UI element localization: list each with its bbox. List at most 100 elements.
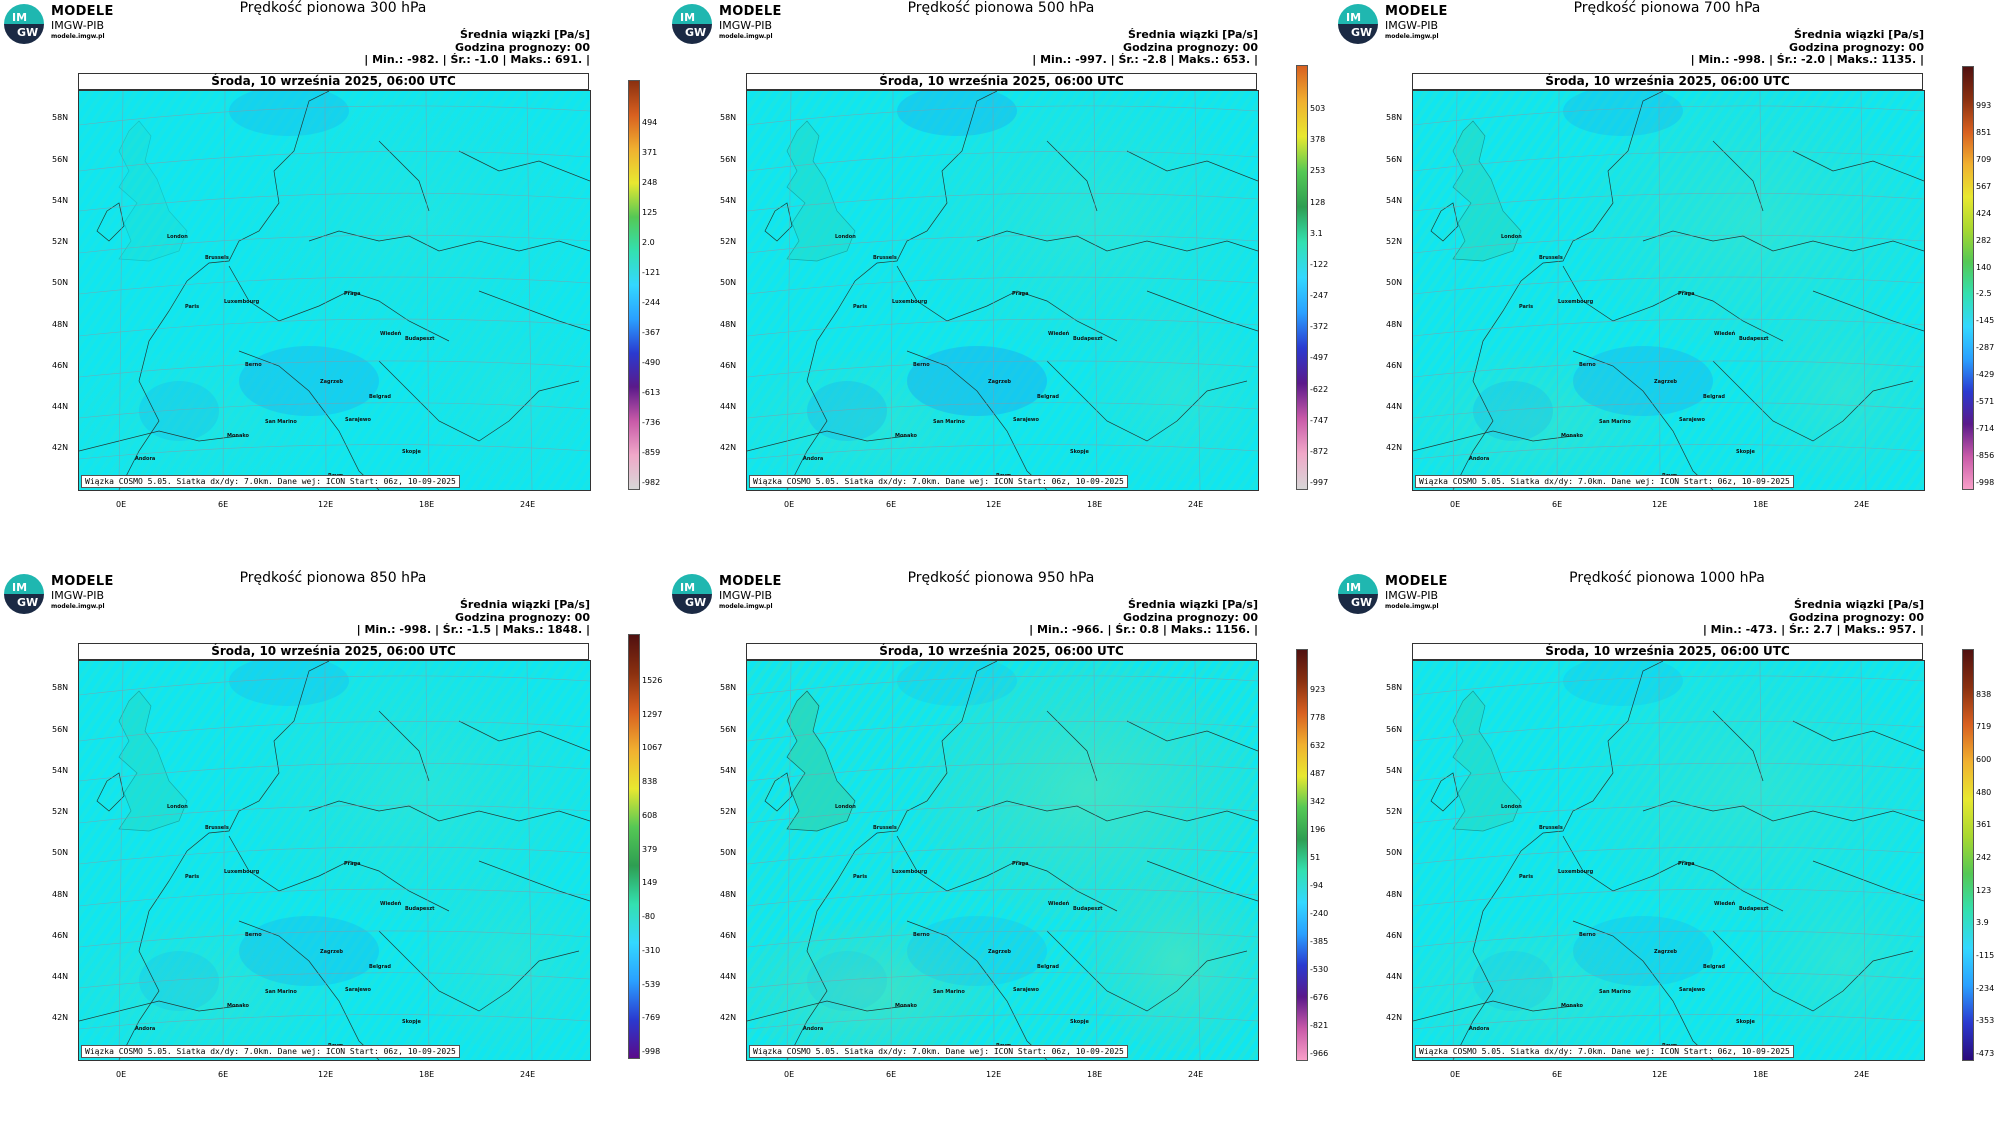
colorbar-tick-label: -530 [1310, 965, 1329, 974]
latitude-label: 48N [1386, 320, 1403, 329]
logo-url: modele.imgw.pl [719, 33, 773, 40]
city-label-wieden: Wiedeń [380, 331, 402, 337]
map-source-note: Wiązka COSMO 5.05. Siatka dx/dy: 7.0km. … [81, 475, 460, 488]
mean-label: Średnia wiązki [Pa/s] [1127, 28, 1258, 41]
logo-subtitle: IMGW-PIB [1385, 19, 1439, 32]
latitude-label: 46N [1386, 361, 1403, 370]
colorbar-tick-label: -571 [1976, 397, 1995, 406]
city-label-sarajewo: Sarajewo [1679, 417, 1705, 423]
latitude-label: 50N [1386, 278, 1403, 287]
city-label-paris: Paris [1519, 304, 1534, 310]
city-label-skopje: Skopje [402, 449, 421, 455]
logo-badge-top: IM [1346, 11, 1362, 24]
forecast-hour: Godzina prognozy: 00 [455, 610, 590, 624]
city-label-zagrzeb: Zagrzeb [988, 379, 1011, 385]
latitude-label: 56N [52, 155, 69, 164]
city-label-london: London [1501, 804, 1522, 810]
colorbar-tick-label: -353 [1976, 1016, 1995, 1025]
colorbar-tick-label: 196 [1310, 825, 1326, 834]
map-source-note: Wiązka COSMO 5.05. Siatka dx/dy: 7.0km. … [749, 1045, 1128, 1058]
valid-date: Środa, 10 września 2025, 06:00 UTC [78, 73, 589, 90]
stats-line: | Min.: -998. | Śr.: -1.5 | Maks.: 1848.… [356, 623, 590, 636]
colorbar-tick-label: -367 [642, 328, 661, 337]
colorbar-tick-label: 3.9 [1976, 918, 1989, 927]
latitude-label: 52N [52, 237, 69, 246]
stats-line: | Min.: -473. | Śr.: 2.7 | Maks.: 957. | [1702, 623, 1924, 636]
longitude-label: 18E [1753, 1070, 1769, 1079]
city-label-zagrzeb: Zagrzeb [320, 949, 343, 955]
logo-title: MODELE [51, 574, 114, 589]
colorbar-tick-label: 487 [1310, 769, 1326, 778]
logo-title: MODELE [719, 574, 782, 589]
colorbar-tick-label: 125 [642, 208, 658, 217]
city-label-wieden: Wiedeń [1714, 331, 1736, 337]
colorbar-tick-label: 248 [642, 178, 658, 187]
latitude-label: 50N [52, 848, 69, 857]
logo-url: modele.imgw.pl [51, 603, 105, 610]
latitude-label: 44N [1386, 972, 1403, 981]
imgw-badge-icon: IM GW [1338, 574, 1378, 614]
colorbar [628, 80, 640, 490]
city-label-berno: Berno [913, 362, 930, 368]
colorbar-tick-label: 2.0 [642, 238, 655, 247]
colorbar-tick-label: -310 [642, 946, 661, 955]
colorbar [1962, 649, 1974, 1061]
city-label-monako: Monako [895, 433, 917, 439]
colorbar-tick-label: -497 [1310, 353, 1329, 362]
city-label-budapeszt: Budapeszt [1073, 906, 1103, 912]
city-label-zagrzeb: Zagrzeb [1654, 379, 1677, 385]
latitude-label: 50N [720, 848, 737, 857]
city-label-andora: Andora [135, 456, 156, 462]
latitude-label: 42N [720, 443, 737, 452]
colorbar-tick-label: 923 [1310, 685, 1326, 694]
logo-title: MODELE [719, 4, 782, 19]
colorbar-tick-label: -80 [642, 912, 656, 921]
latitude-label: 48N [720, 890, 737, 899]
city-label-paris: Paris [853, 874, 868, 880]
logo-url: modele.imgw.pl [719, 603, 773, 610]
colorbar-tick-label: -997 [1310, 478, 1329, 487]
colorbar-tick-label: -872 [1310, 447, 1329, 456]
latitude-label: 52N [720, 807, 737, 816]
city-label-andora: Andora [1469, 456, 1490, 462]
colorbar-tick-label: 503 [1310, 104, 1326, 113]
longitude-label: 24E [1854, 500, 1870, 509]
colorbar-tick-label: -622 [1310, 385, 1329, 394]
colorbar-tick-label: 719 [1976, 722, 1992, 731]
stats-block: Średnia wiązki [Pa/s] Godzina prognozy: 0… [1032, 28, 1258, 67]
colorbar-tick-label: -121 [642, 268, 661, 277]
imgw-logo: IM GW MODELE IMGW-PIB modele.imgw.pl [1338, 574, 1488, 616]
stats-line: | Min.: -998. | Śr.: -2.0 | Maks.: 1135.… [1690, 53, 1924, 66]
longitude-label: 24E [1854, 1070, 1870, 1079]
city-label-london: London [835, 804, 856, 810]
colorbar-tick-label: 253 [1310, 166, 1326, 175]
forecast-panel: IM GW MODELE IMGW-PIB modele.imgw.pl Prędkość… [0, 0, 668, 568]
logo-badge-top: IM [680, 11, 696, 24]
city-label-brussels: Brussels [1539, 825, 1563, 831]
city-label-praga: Praga [1678, 291, 1695, 297]
city-label-luxembourg: Luxembourg [892, 869, 928, 875]
colorbar-tick-label: 632 [1310, 741, 1326, 750]
latitude-label: 52N [720, 237, 737, 246]
latitude-label: 54N [1386, 196, 1403, 205]
map-field [1413, 91, 1924, 490]
colorbar-tick-label: 567 [1976, 182, 1992, 191]
logo-url: modele.imgw.pl [51, 33, 105, 40]
forecast-panel: IM GW MODELE IMGW-PIB modele.imgw.pl Prędkość… [0, 570, 668, 1138]
longitude-label: 0E [1450, 500, 1461, 509]
latitude-label: 50N [720, 278, 737, 287]
city-label-san-marino: San Marino [933, 419, 965, 425]
city-label-san-marino: San Marino [265, 989, 297, 995]
colorbar-tick-label: -372 [1310, 322, 1329, 331]
longitude-label: 0E [116, 500, 127, 509]
logo-subtitle: IMGW-PIB [51, 19, 105, 32]
colorbar-tick-label: 379 [642, 845, 658, 854]
valid-date: Środa, 10 września 2025, 06:00 UTC [746, 643, 1257, 660]
latitude-label: 48N [52, 320, 69, 329]
city-label-praga: Praga [1678, 861, 1695, 867]
city-label-belgrad: Belgrad [369, 394, 391, 400]
logo-badge-top: IM [12, 11, 28, 24]
colorbar-tick-label: -115 [1976, 951, 1995, 960]
latitude-label: 44N [52, 402, 69, 411]
longitude-label: 18E [1753, 500, 1769, 509]
